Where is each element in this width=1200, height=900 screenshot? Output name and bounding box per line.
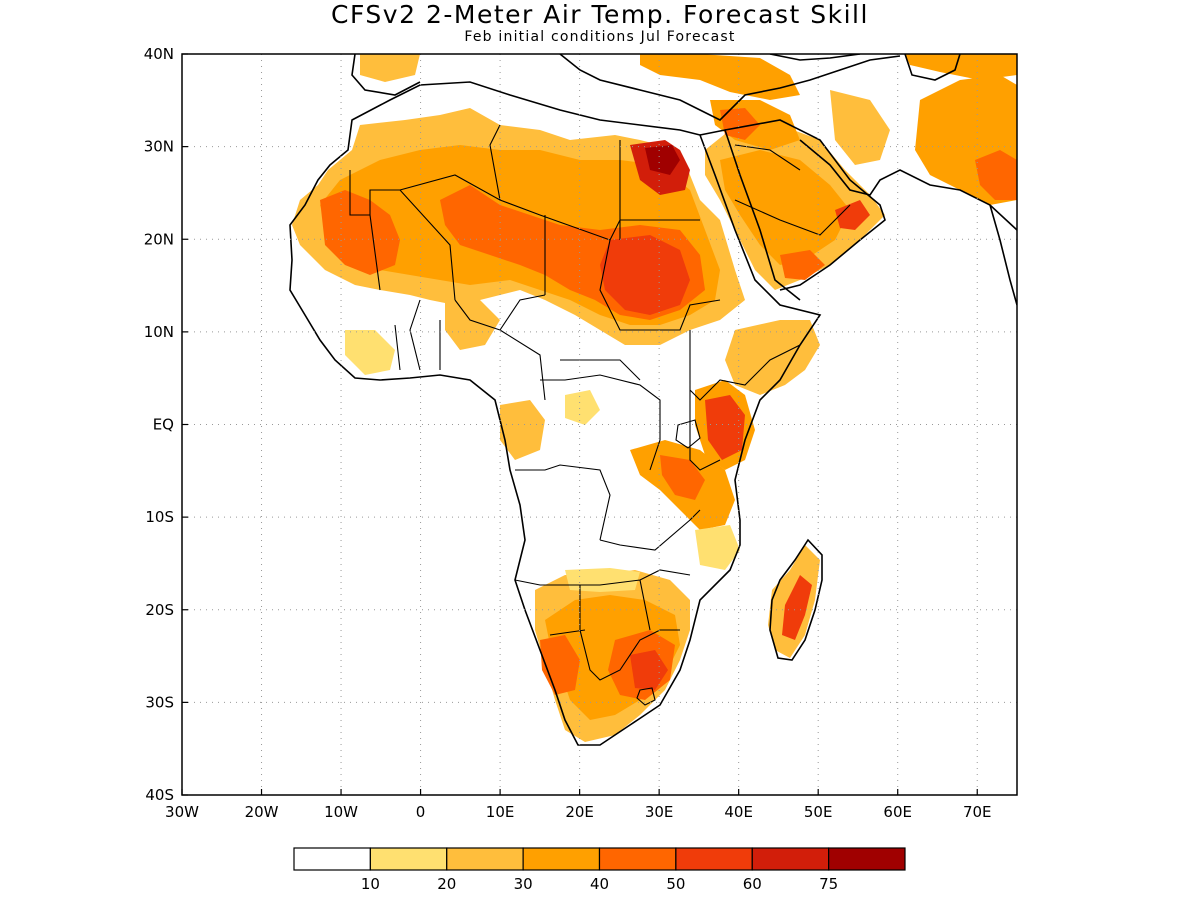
border-lines-icon [349,124,851,681]
lat-tick-label: 30S [145,693,174,711]
lon-tick-label: 50E [804,803,833,821]
persian-gulf-coast-icon [799,139,1017,231]
lon-tick-label: 10W [324,803,358,821]
iberia-coast-icon [351,54,421,96]
skill-patch-nigeria [445,300,500,350]
legend-swatch [293,847,371,871]
latitude-axis: 40N 30N 20N 10N EQ 10S 20S 30S 40S [144,45,188,804]
legend-swatch [522,847,601,871]
lon-tick-label: 30W [165,803,199,821]
lon-tick-label: 0 [416,803,426,821]
lat-tick-label: 40N [144,45,174,63]
caspian-coast-icon [904,54,961,81]
skill-patch-ethiopia [725,320,820,395]
black-sea-coast-icon [769,54,861,61]
africa-coastline-icon [289,81,822,746]
lat-tick-label: 10S [145,508,174,526]
lon-tick-label: 20W [245,803,279,821]
skill-patch-levant [720,108,760,140]
skill-patch-namibia [540,635,580,695]
india-coastline-icon [989,204,1017,306]
skill-patch-arabia-mid [720,150,850,265]
legend-swatch [446,847,524,871]
skill-patch-egypt-core [645,145,680,175]
legend-label: 40 [590,875,609,893]
skill-patch-congo [565,390,600,425]
legend-swatch [675,847,753,871]
lat-tick-label: 20S [145,601,174,619]
arabia-coastline-icon [724,119,886,291]
legend-swatch [751,847,830,871]
lake-victoria-icon [675,419,701,449]
longitude-axis: 30W 20W 10W 0 10E 20E 30E 40E 50E 60E 70E [165,789,992,821]
legend-label: 75 [819,875,838,893]
legend-swatch [598,847,677,871]
lat-tick-label: 30N [144,138,174,156]
skill-patch-caucasus [905,54,1017,80]
skill-patch-guinea-coast [345,330,395,375]
madagascar-coastline-icon [769,538,823,661]
lat-tick-label: EQ [153,416,174,434]
skill-patch-yemen [780,250,825,280]
red-sea-coast-icon [699,129,801,301]
skill-patch-madagascar-high [782,575,812,640]
skill-patch-gabon [500,400,545,460]
lat-tick-label: 10N [144,323,174,341]
legend-label: 10 [361,875,380,893]
lon-tick-label: 10E [486,803,515,821]
skill-patch-mozambique-north [695,525,740,570]
skill-patch-iran [830,90,890,165]
mediterranean-north-icon [559,54,901,121]
skill-patch-zambia [565,568,640,592]
lon-tick-label: 30E [645,803,674,821]
lat-tick-label: 20N [144,230,174,248]
color-legend: 10 20 30 40 50 60 75 [293,847,906,893]
legend-label: 60 [743,875,762,893]
skill-patch-tanzania-high [660,455,705,500]
skill-patch-arabia-gulf [835,200,870,230]
legend-swatch [828,847,906,871]
lat-tick-label: 40S [145,786,174,804]
skill-patch-turkey [640,54,800,100]
legend-label: 50 [666,875,685,893]
skill-patch-pakistan-high [975,150,1017,200]
map-subtitle: Feb initial conditions Jul Forecast [464,29,736,45]
lon-tick-label: 60E [883,803,912,821]
skill-patch-botswana-high [630,650,668,690]
map-title: CFSv2 2-Meter Air Temp. Forecast Skill [331,0,869,29]
legend-label: 30 [514,875,533,893]
skill-patch-sudan-core [600,235,690,315]
legend-swatch [369,847,448,871]
skill-patch-kenya-high [705,395,745,460]
skill-patch-spain [360,54,420,82]
lon-tick-label: 70E [963,803,992,821]
legend-label: 20 [437,875,456,893]
skill-patch-west-sahara [320,190,400,275]
country-borders [349,124,851,706]
coastlines [289,54,1017,746]
lon-tick-label: 40E [724,803,753,821]
lon-tick-label: 20E [565,803,594,821]
